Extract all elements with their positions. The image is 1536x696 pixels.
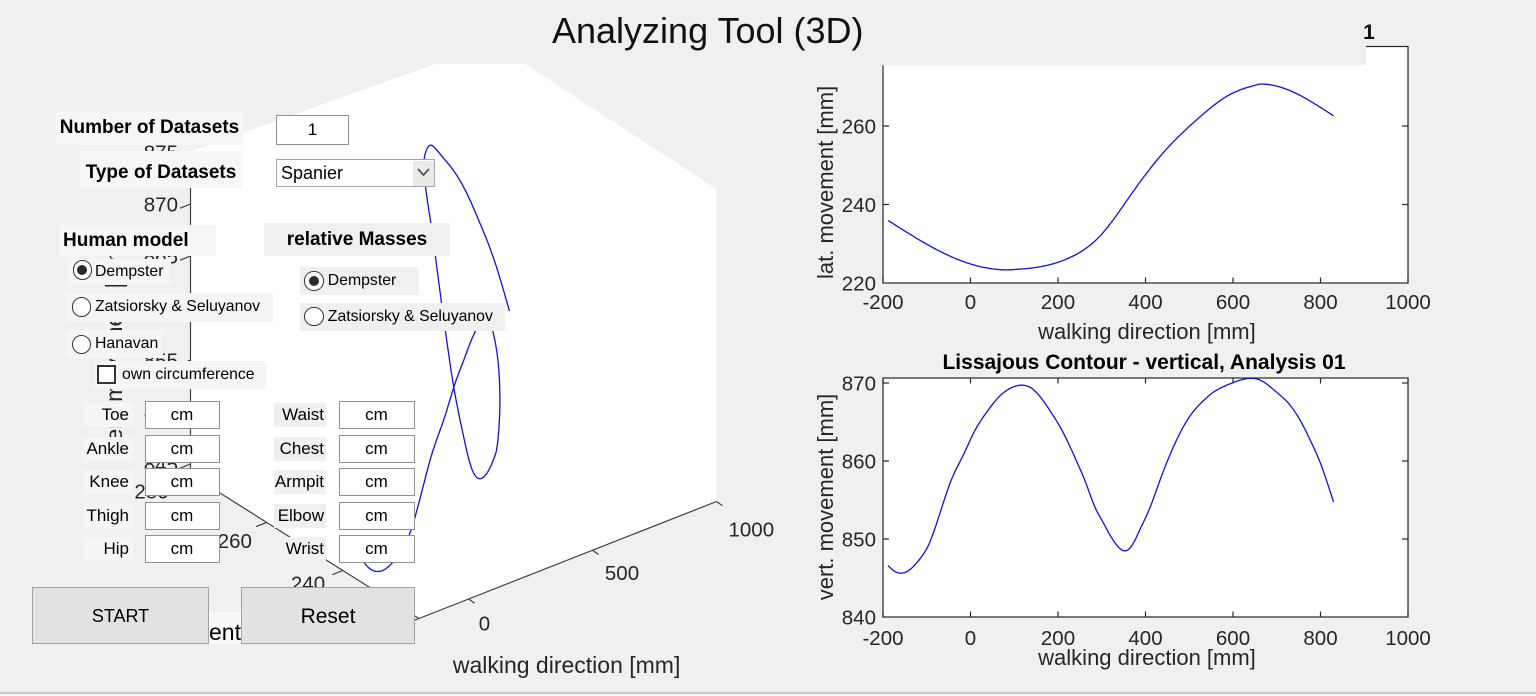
svg-text:0: 0	[479, 613, 490, 636]
svg-text:vert. movement [mm]: vert. movement [mm]	[813, 394, 838, 601]
svg-text:600: 600	[1216, 291, 1250, 314]
svg-text:Lissajous Contour - vertical,: Lissajous Contour - vertical, Analysis 0…	[942, 351, 1345, 374]
svg-text:-200: -200	[862, 627, 903, 650]
svg-text:1000: 1000	[1385, 291, 1431, 314]
svg-text:800: 800	[1303, 627, 1337, 650]
svg-text:lat. movement [mm]: lat. movement [mm]	[813, 86, 838, 279]
svg-text:400: 400	[1128, 627, 1162, 650]
svg-text:800: 800	[1303, 291, 1337, 314]
svg-text:200: 200	[1041, 627, 1075, 650]
svg-text:840: 840	[842, 607, 876, 630]
svg-text:0: 0	[965, 291, 976, 314]
svg-text:500: 500	[605, 562, 639, 585]
svg-text:850: 850	[842, 529, 876, 552]
svg-text:870: 870	[842, 373, 876, 396]
svg-text:walking direction [mm]: walking direction [mm]	[452, 652, 681, 678]
svg-text:1000: 1000	[1385, 627, 1431, 650]
svg-text:1: 1	[1363, 21, 1375, 44]
svg-text:-200: -200	[862, 291, 903, 314]
svg-text:600: 600	[1216, 627, 1250, 650]
svg-text:260: 260	[842, 116, 876, 139]
svg-text:400: 400	[1128, 291, 1162, 314]
svg-text:870: 870	[144, 194, 178, 217]
svg-text:220: 220	[842, 273, 876, 296]
svg-text:walking direction [mm]: walking direction [mm]	[1037, 645, 1256, 670]
svg-text:0: 0	[965, 627, 976, 650]
svg-text:860: 860	[842, 451, 876, 474]
svg-text:240: 240	[842, 194, 876, 217]
svg-text:200: 200	[1041, 291, 1075, 314]
svg-text:260: 260	[218, 530, 252, 553]
svg-text:1000: 1000	[728, 518, 774, 541]
svg-text:walking direction [mm]: walking direction [mm]	[1037, 319, 1256, 344]
